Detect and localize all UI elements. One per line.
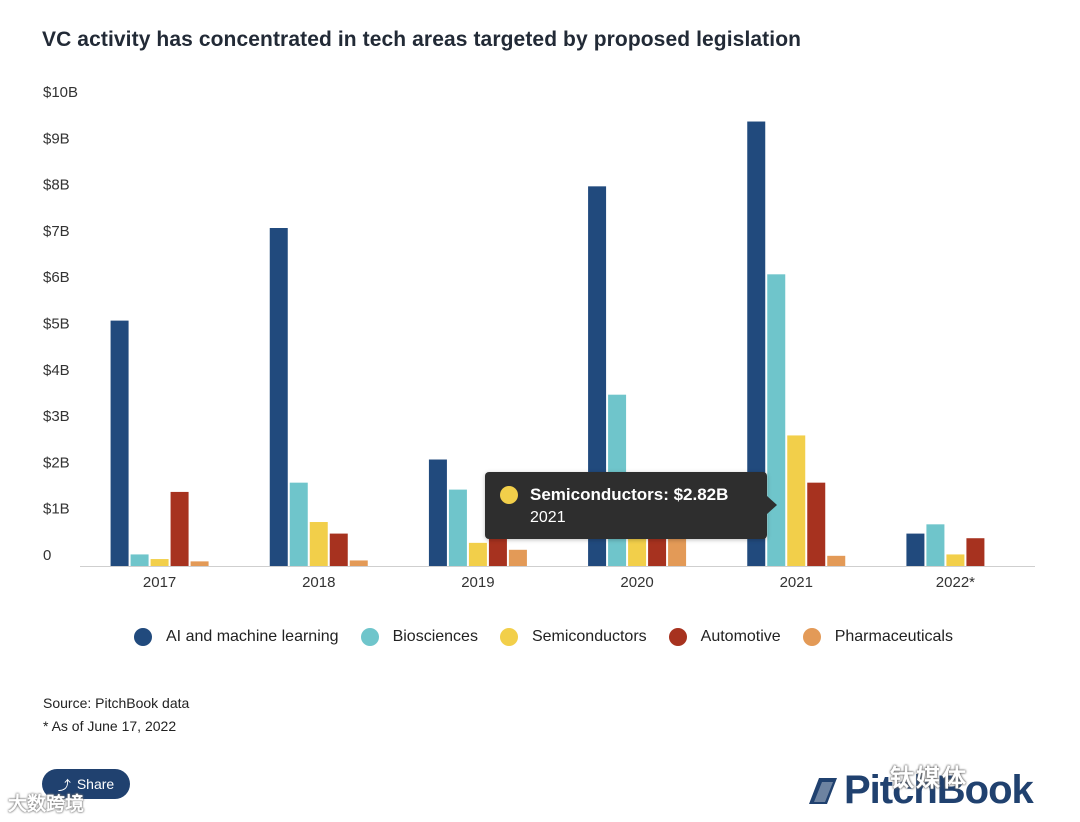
x-tick-label: 2018 xyxy=(302,574,335,591)
legend-dot xyxy=(668,628,687,646)
share-button[interactable]: ⤴ Share xyxy=(42,769,130,799)
legend-item[interactable]: Biosciences xyxy=(360,628,478,646)
legend-item[interactable]: Pharmaceuticals xyxy=(802,628,953,646)
date-note: * As of June 17, 2022 xyxy=(43,718,177,734)
bar xyxy=(269,228,288,566)
logo-text: PitchBook xyxy=(844,768,1034,812)
legend-label: Automotive xyxy=(700,628,781,645)
bar xyxy=(170,491,189,566)
x-tick-label: 2019 xyxy=(461,574,494,591)
legend-label: Pharmaceuticals xyxy=(834,628,953,645)
chart-legend: AI and machine learning Biosciences Semico… xyxy=(134,628,975,646)
legend-item[interactable]: AI and machine learning xyxy=(134,628,339,646)
pitchbook-logo: PitchBook xyxy=(806,768,1034,813)
bar xyxy=(508,549,527,566)
legend-dot xyxy=(802,628,821,646)
tooltip-year: 2021 xyxy=(530,509,566,526)
bar xyxy=(827,555,846,566)
source-note: Source: PitchBook data xyxy=(43,695,190,711)
x-tick-label: 2022* xyxy=(936,574,975,591)
legend-label: Biosciences xyxy=(392,628,478,645)
y-tick-label: $2B xyxy=(43,454,70,471)
bar xyxy=(190,561,209,566)
legend-item[interactable]: Semiconductors xyxy=(499,628,647,646)
bar xyxy=(150,559,169,566)
legend-dot xyxy=(134,628,152,646)
bar xyxy=(110,320,129,566)
y-tick-label: $9B xyxy=(43,130,70,147)
bar xyxy=(747,121,766,567)
share-icon: ⤴ xyxy=(57,777,71,793)
bar xyxy=(428,459,447,566)
y-tick-label: $8B xyxy=(43,177,70,194)
x-tick-label: 2021 xyxy=(780,574,813,591)
legend-item[interactable]: Automotive xyxy=(668,628,781,646)
y-tick-label: $1B xyxy=(43,501,70,518)
legend-label: AI and machine learning xyxy=(166,628,339,645)
y-tick-label: $5B xyxy=(43,316,70,333)
watermark-right: 钛媒体 xyxy=(890,765,968,792)
bar xyxy=(588,186,607,566)
y-tick-label: $7B xyxy=(43,223,70,240)
bar xyxy=(946,554,965,566)
legend-dot xyxy=(360,628,379,646)
bar xyxy=(906,533,925,566)
legend-dot xyxy=(499,628,518,646)
bar xyxy=(787,435,806,566)
watermark-left: 大数跨境 xyxy=(8,794,85,815)
book-icon xyxy=(809,777,837,804)
y-tick-label: $6B xyxy=(43,269,70,286)
bar xyxy=(807,482,826,566)
bar xyxy=(468,542,487,566)
tooltip-series-value: Semiconductors: $2.82B xyxy=(530,485,729,504)
bar xyxy=(448,489,467,566)
chart-title: VC activity has concentrated in tech are… xyxy=(42,28,802,51)
x-tick-label: 2020 xyxy=(620,574,653,591)
share-label: Share xyxy=(76,776,115,792)
bar xyxy=(289,482,308,566)
tooltip-series-dot xyxy=(500,486,518,504)
bar xyxy=(966,538,985,566)
y-tick-label: 0 xyxy=(43,547,51,564)
y-tick-label: $3B xyxy=(43,408,70,425)
y-tick-label: $4B xyxy=(43,362,70,379)
y-tick-label: $10B xyxy=(43,84,78,101)
legend-label: Semiconductors xyxy=(531,628,647,645)
bar xyxy=(926,524,945,566)
chart-tooltip: Semiconductors: $2.82B 2021 xyxy=(485,472,777,539)
bar xyxy=(309,522,328,566)
x-tick-label: 2017 xyxy=(143,574,176,591)
bar xyxy=(329,533,348,566)
bar xyxy=(767,274,786,566)
bar xyxy=(130,554,149,566)
bar xyxy=(349,560,368,566)
